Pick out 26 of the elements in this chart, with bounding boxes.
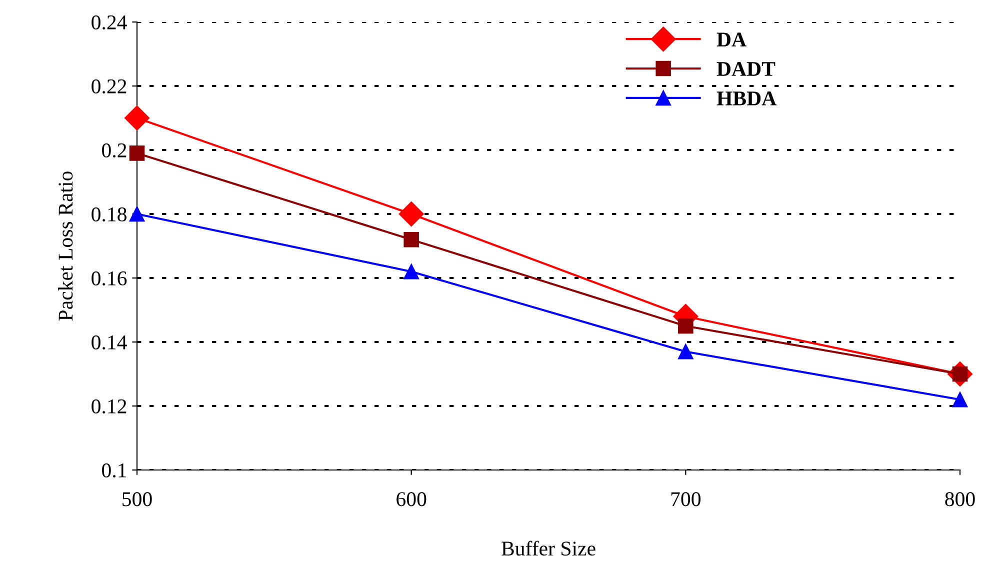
point <box>678 318 694 334</box>
y-tick-label: 0.16 <box>92 271 127 286</box>
x-tick-label: 800 <box>945 492 975 506</box>
y-tick-label: 0.14 <box>92 335 127 350</box>
y-tick-label: 0.1 <box>102 463 126 478</box>
point <box>952 392 968 408</box>
y-tick-label: 0.12 <box>92 399 126 414</box>
y-tick-label: 0.22 <box>92 79 126 94</box>
legend-label: DADT <box>716 62 776 76</box>
y-tick-label: 0.24 <box>92 15 127 30</box>
x-tick-label: 500 <box>122 492 152 506</box>
point <box>404 232 419 248</box>
point <box>404 264 419 280</box>
y-tick-label: 0.2 <box>102 143 126 158</box>
y-tick-label: 0.18 <box>92 207 126 222</box>
point <box>129 206 145 222</box>
legend-label: HBDA <box>716 91 776 106</box>
point <box>124 106 150 130</box>
x-axis-title: Buffer Size <box>502 540 596 556</box>
point <box>398 202 424 226</box>
y-axis-title: Packet Loss Ratio <box>58 172 73 321</box>
point <box>129 146 145 161</box>
point <box>678 344 694 360</box>
legend-label: DA <box>716 32 746 46</box>
x-tick-label: 700 <box>671 492 700 506</box>
x-tick-label: 600 <box>396 492 426 506</box>
